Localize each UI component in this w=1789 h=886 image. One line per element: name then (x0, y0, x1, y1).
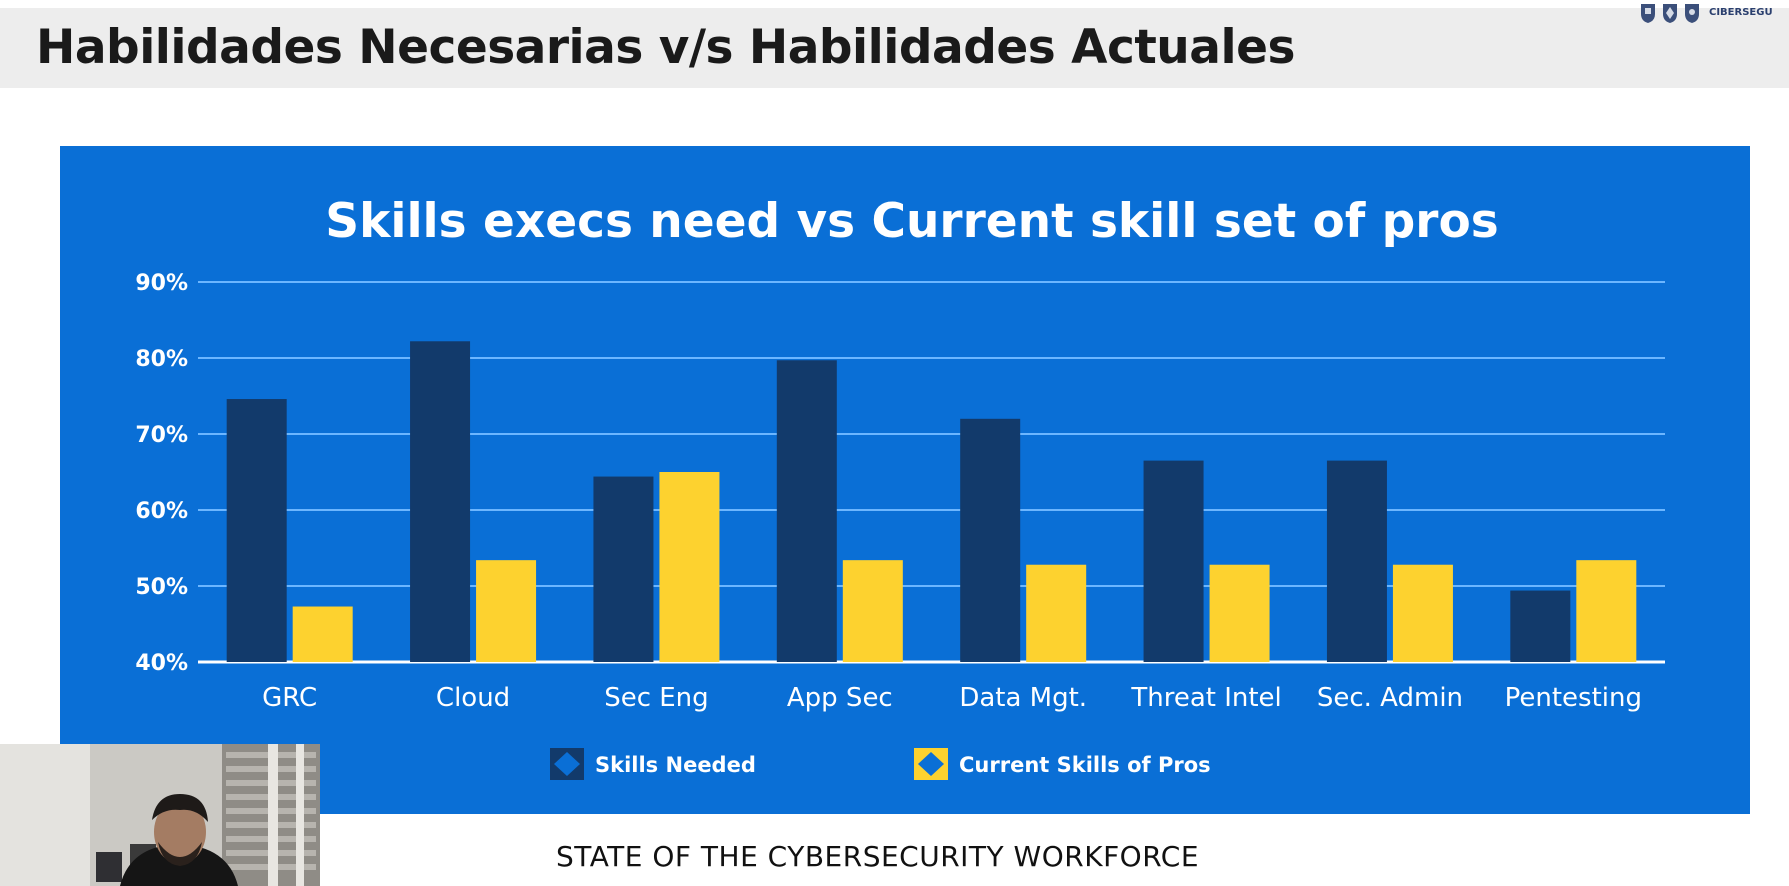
y-tick-label: 90% (135, 271, 188, 296)
chart-title: Skills execs need vs Current skill set o… (325, 194, 1499, 249)
x-tick-label: Threat Intel (1130, 683, 1281, 713)
y-tick-label: 70% (135, 423, 188, 448)
bar-current-skills (476, 560, 537, 662)
x-tick-label: Cloud (436, 683, 510, 713)
slide-title: Habilidades Necesarias v/s Habilidades A… (36, 20, 1295, 75)
x-axis: GRC Cloud Sec Eng App Sec Data Mgt. Threat In… (262, 683, 1642, 713)
shield-logo-icon (1685, 4, 1699, 23)
y-axis: 40% 50% 60% 70% 80% 90% (135, 271, 188, 676)
x-tick-label: GRC (262, 683, 317, 713)
y-tick-label: 60% (135, 499, 188, 524)
legend-label: Skills Needed (595, 753, 756, 777)
y-tick-label: 80% (135, 347, 188, 372)
bar-current-skills (1576, 560, 1637, 662)
bar-skills-needed (410, 341, 471, 662)
bar-skills-needed (960, 418, 1021, 662)
chart-bars (226, 341, 1637, 662)
x-tick-label: Pentesting (1505, 683, 1642, 713)
x-tick-label: Sec Eng (604, 683, 708, 713)
legend-label: Current Skills of Pros (959, 753, 1211, 777)
bar-chart: Skills execs need vs Current skill set o… (135, 194, 1665, 780)
legend-diamond-icon (918, 752, 944, 776)
x-tick-label: App Sec (787, 683, 893, 713)
bar-current-skills (292, 606, 353, 662)
presenter-video-thumbnail (0, 744, 320, 886)
footer-caption: STATE OF THE CYBERSECURITY WORKFORCE (556, 840, 1200, 873)
shield-logo-icon (1641, 4, 1655, 23)
y-tick-label: 50% (135, 575, 188, 600)
y-tick-label: 40% (135, 651, 188, 676)
shield-logo-icon (1663, 4, 1677, 23)
bar-skills-needed (1143, 460, 1204, 662)
title-bar: Habilidades Necesarias v/s Habilidades A… (0, 8, 1789, 88)
bar-skills-needed (1510, 590, 1571, 662)
bar-skills-needed (1326, 460, 1387, 662)
bar-skills-needed (593, 476, 654, 662)
bar-current-skills (1392, 564, 1453, 662)
x-tick-label: Sec. Admin (1317, 683, 1463, 713)
x-tick-label: Data Mgt. (959, 683, 1087, 713)
bar-current-skills (1209, 564, 1270, 662)
logo-text: CIBERSEGU (1709, 7, 1773, 18)
legend-diamond-icon (554, 752, 580, 776)
bar-skills-needed (226, 399, 287, 662)
university-logos: CIBERSEGU (1639, 0, 1789, 26)
webcam-video (0, 744, 320, 886)
chart-legend: Skills Needed Current Skills of Pros (550, 748, 1211, 780)
chart-panel: Skills execs need vs Current skill set o… (60, 146, 1750, 814)
bar-current-skills (659, 472, 720, 662)
bar-current-skills (1026, 564, 1087, 662)
bar-skills-needed (776, 360, 837, 662)
bar-current-skills (842, 560, 903, 662)
